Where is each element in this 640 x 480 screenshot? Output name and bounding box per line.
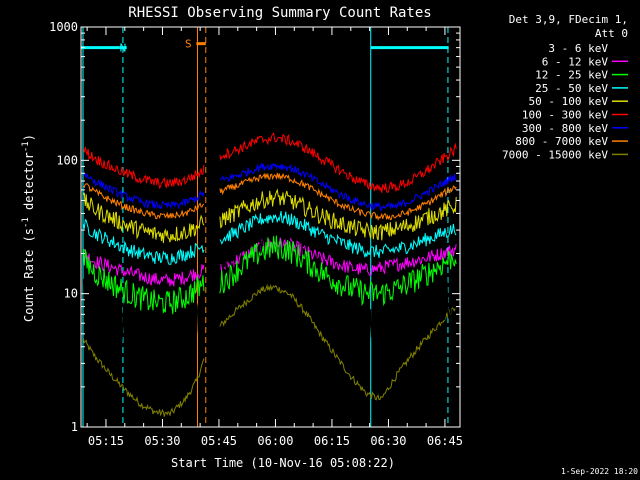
x-tick-label: 06:15 [314, 434, 350, 448]
series-line [82, 283, 457, 417]
series-group [82, 132, 457, 417]
chart-title: RHESSI Observing Summary Count Rates [128, 5, 431, 21]
y-axis-label-sup1: -1 [21, 217, 31, 228]
x-tick-label: 06:00 [257, 434, 293, 448]
series-line [83, 172, 457, 221]
series-line [83, 162, 457, 212]
x-tick-label: 05:30 [144, 434, 180, 448]
x-tick-label: 05:45 [201, 434, 237, 448]
legend-entry-label: 50 - 100 keV [529, 95, 609, 108]
series-line [82, 235, 457, 315]
plot-frame [80, 26, 461, 428]
legend-entry-label: 25 - 50 keV [535, 82, 608, 95]
legend-header-line2: Att 0 [595, 27, 628, 40]
legend-header-line1: Det 3,9, FDecim 1, [509, 13, 628, 26]
legend-entry-label: 12 - 25 keV [535, 69, 608, 82]
x-tick-label: 05:15 [88, 434, 124, 448]
vertical-lines [82, 27, 449, 427]
y-tick-label: 10 [64, 287, 78, 301]
legend-entry-label: 3 - 6 keV [548, 42, 608, 55]
series-line [82, 211, 457, 265]
y-ticks: 1 10 100 1000 [49, 20, 460, 434]
series-line [82, 188, 457, 244]
y-axis-label-mid: detector [22, 152, 36, 217]
series-line [82, 132, 457, 193]
timestamp: 1-Sep-2022 18:20 [561, 467, 638, 476]
y-axis-label: Count Rate (s-1 detector-1) [21, 134, 36, 322]
y-axis-label-main: Count Rate (s [22, 228, 36, 322]
x-axis-label: Start Time (10-Nov-16 05:08:22) [171, 456, 395, 470]
x-tick-label: 06:30 [370, 434, 406, 448]
x-ticks: 05:15 05:30 05:45 06:00 06:15 06:30 06:45 [86, 27, 463, 448]
legend-entry-label: 7000 - 15000 keV [502, 148, 608, 161]
annotation-label: S [185, 38, 192, 51]
y-tick-label: 100 [56, 153, 78, 167]
y-axis-label-end: ) [22, 134, 36, 141]
legend-entry-label: 300 - 800 keV [522, 122, 608, 135]
legend-entry-label: 800 - 7000 keV [515, 135, 608, 148]
y-tick-label: 1000 [49, 20, 78, 34]
annotation-label: N [120, 42, 127, 55]
x-tick-label: 06:45 [427, 434, 463, 448]
legend-entry-label: 100 - 300 keV [522, 109, 608, 122]
legend-entry-label: 6 - 12 keV [542, 55, 609, 68]
y-axis-label-sup2: -1 [21, 141, 31, 152]
y-tick-label: 1 [71, 420, 78, 434]
